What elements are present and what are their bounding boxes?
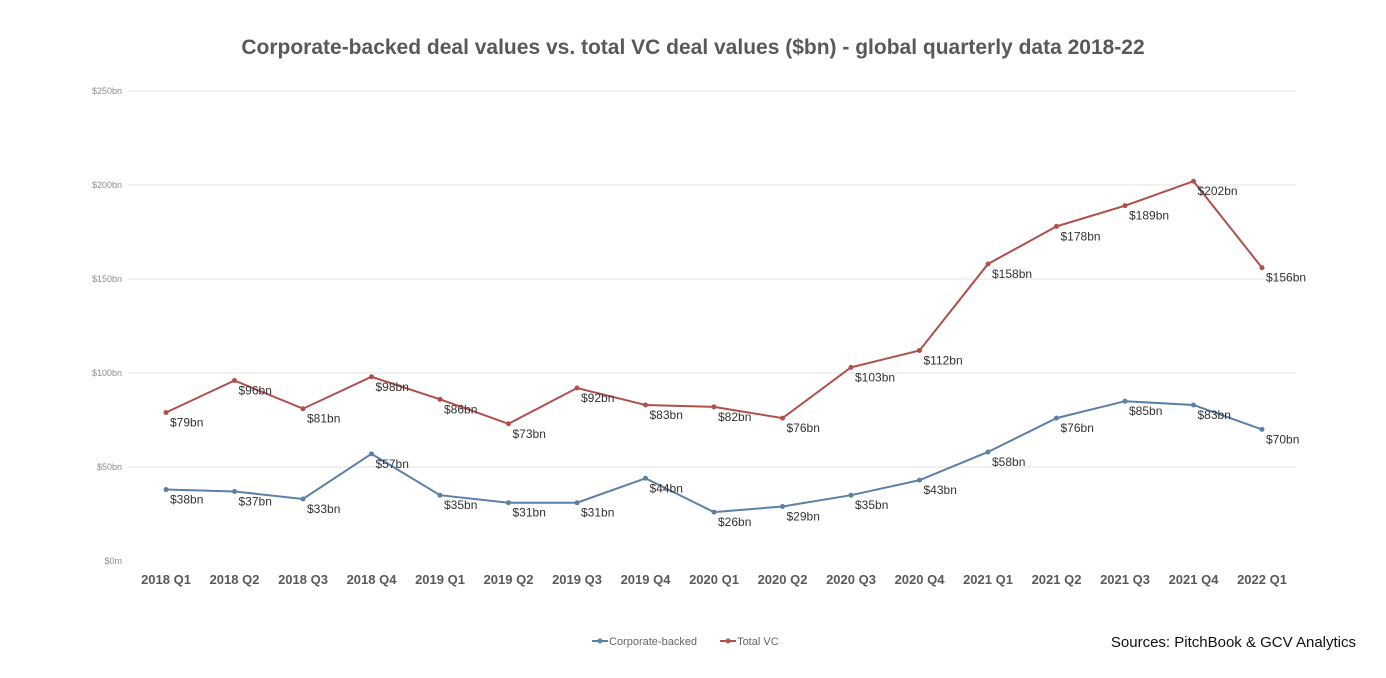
corporate-backed-data-label: $58bn <box>992 455 1025 469</box>
y-tick-label: $100bn <box>92 368 122 378</box>
corporate-backed-point <box>780 503 785 509</box>
corporate-backed-data-label: $33bn <box>307 502 340 516</box>
corporate-backed-data-label: $37bn <box>239 494 272 508</box>
total-vc-data-label: $103bn <box>855 370 895 384</box>
corporate-backed-data-label: $35bn <box>855 498 888 512</box>
legend-marker-total-vc <box>725 638 731 644</box>
corporate-backed-data-label: $31bn <box>513 506 546 520</box>
corporate-backed-data-label: $57bn <box>376 457 409 471</box>
corporate-backed-point <box>369 451 374 457</box>
corporate-backed-point <box>574 500 580 506</box>
total-vc-point <box>163 409 169 415</box>
x-tick-label: 2021 Q1 <box>963 572 1013 587</box>
corporate-backed-point <box>506 500 511 506</box>
corporate-backed-data-label: $31bn <box>581 506 614 520</box>
corporate-backed-data-label: $76bn <box>1061 421 1094 435</box>
chart-title: Corporate-backed deal values vs. total V… <box>241 36 1145 59</box>
total-vc-point <box>1054 223 1059 229</box>
total-vc-data-label: $81bn <box>307 412 340 426</box>
x-tick-label: 2019 Q3 <box>552 572 602 587</box>
x-tick-label: 2019 Q4 <box>621 572 672 587</box>
corporate-backed-data-label: $83bn <box>1198 408 1231 422</box>
total-vc-data-label: $98bn <box>376 380 409 394</box>
total-vc-point <box>232 378 237 384</box>
total-vc-data-label: $73bn <box>513 427 546 441</box>
x-tick-label: 2020 Q3 <box>826 572 876 587</box>
y-tick-label: $150bn <box>92 274 122 284</box>
source-note: Sources: PitchBook & GCV Analytics <box>1110 634 1356 651</box>
total-vc-point <box>1259 265 1265 271</box>
x-tick-label: 2021 Q3 <box>1100 572 1150 587</box>
total-vc-data-label: $86bn <box>444 402 477 416</box>
total-vc-point <box>848 364 854 370</box>
corporate-backed-point <box>1259 426 1265 432</box>
legend-label-corporate-backed: Corporate-backed <box>609 636 697 648</box>
x-tick-label: 2022 Q1 <box>1237 572 1287 587</box>
corporate-backed-point <box>1122 398 1128 404</box>
corporate-backed-data-label: $38bn <box>170 493 203 507</box>
total-vc-point <box>917 347 922 353</box>
total-vc-data-label: $158bn <box>992 267 1032 281</box>
corporate-backed-point <box>1054 415 1059 421</box>
total-vc-point <box>985 261 991 267</box>
corporate-backed-point <box>643 475 648 481</box>
total-vc-point <box>1122 203 1128 209</box>
y-tick-label: $250bn <box>92 86 122 96</box>
total-vc-data-label: $202bn <box>1198 184 1238 198</box>
total-vc-data-label: $112bn <box>924 353 963 367</box>
corporate-backed-point <box>985 449 991 455</box>
total-vc-point <box>711 404 717 410</box>
total-vc-point <box>574 385 580 391</box>
x-tick-label: 2020 Q2 <box>758 572 808 587</box>
legend-marker-corporate-backed <box>597 638 603 644</box>
x-tick-label: 2019 Q2 <box>484 572 534 587</box>
x-tick-label: 2018 Q4 <box>347 572 398 587</box>
total-vc-point <box>643 402 648 408</box>
total-vc-data-label: $92bn <box>581 391 614 405</box>
x-tick-label: 2019 Q1 <box>415 572 465 587</box>
corporate-backed-point <box>848 492 854 498</box>
corporate-backed-data-label: $29bn <box>787 509 820 523</box>
total-vc-point <box>506 421 511 427</box>
total-vc-point <box>780 415 785 421</box>
total-vc-data-label: $189bn <box>1129 209 1169 223</box>
x-tick-label: 2020 Q1 <box>689 572 739 587</box>
y-tick-label: $50bn <box>97 462 122 472</box>
corporate-backed-data-label: $85bn <box>1129 404 1162 418</box>
x-tick-label: 2021 Q4 <box>1169 572 1220 587</box>
corporate-backed-point <box>300 496 306 502</box>
total-vc-data-label: $178bn <box>1061 229 1101 243</box>
corporate-backed-point <box>437 492 443 498</box>
x-tick-label: 2018 Q2 <box>210 572 260 587</box>
corporate-backed-point <box>163 487 169 493</box>
x-tick-label: 2018 Q1 <box>141 572 191 587</box>
total-vc-data-label: $79bn <box>170 415 203 429</box>
corporate-backed-data-label: $70bn <box>1266 432 1299 446</box>
total-vc-data-label: $76bn <box>787 421 820 435</box>
total-vc-data-label: $83bn <box>650 408 683 422</box>
x-tick-label: 2020 Q4 <box>895 572 946 587</box>
total-vc-data-label: $96bn <box>239 384 272 398</box>
x-tick-label: 2018 Q3 <box>278 572 328 587</box>
total-vc-point <box>1191 178 1196 184</box>
corporate-backed-point <box>232 488 237 494</box>
corporate-backed-data-label: $26bn <box>718 515 751 529</box>
total-vc-point <box>300 406 306 412</box>
corporate-backed-point <box>711 509 717 515</box>
corporate-backed-data-label: $44bn <box>650 481 683 495</box>
total-vc-line <box>165 180 1263 425</box>
legend-label-total-vc: Total VC <box>737 636 779 648</box>
total-vc-point <box>437 396 443 402</box>
y-tick-label: $0m <box>104 556 122 566</box>
corporate-backed-data-label: $35bn <box>444 498 477 512</box>
total-vc-data-label: $156bn <box>1266 271 1306 285</box>
total-vc-data-label: $82bn <box>718 410 751 424</box>
x-tick-label: 2021 Q2 <box>1032 572 1082 587</box>
corporate-backed-point <box>917 477 922 483</box>
corporate-backed-data-label: $43bn <box>924 483 957 497</box>
y-tick-label: $200bn <box>92 180 122 190</box>
total-vc-point <box>369 374 374 380</box>
corporate-backed-point <box>1191 402 1196 408</box>
